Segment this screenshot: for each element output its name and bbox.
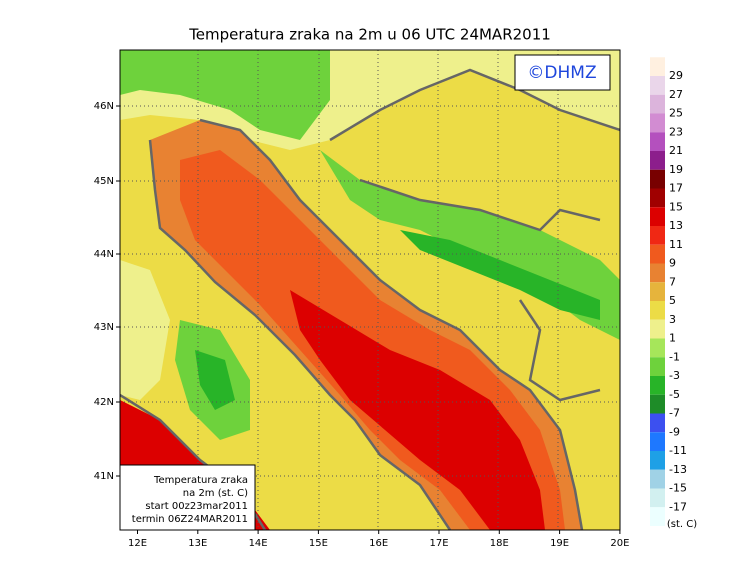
colorbar-label: 25 [669,107,683,120]
lon-label: 13E [188,538,207,549]
lon-label: 15E [309,538,328,549]
colorbar-label: 21 [669,144,683,157]
lon-label: 17E [429,538,448,549]
colorbar-box [650,57,665,76]
lon-label: 19E [550,538,569,549]
colorbar-label: 15 [669,200,683,213]
colorbar-label: 19 [669,163,683,176]
colorbar-label: -1 [669,350,680,363]
colorbar-box [650,319,665,339]
lon-label: 14E [249,538,268,549]
copyright-box [514,54,611,91]
colorbar-label: 29 [669,69,683,82]
colorbar-label: -5 [669,388,680,401]
colorbar-label: -11 [669,444,687,457]
colorbar-box [650,207,665,226]
colorbar-box [650,76,665,95]
lat-label: 45N [94,176,114,187]
colorbar-box [650,432,665,451]
colorbar-box [650,413,665,433]
lon-label: 20E [610,538,629,549]
lon-label: 16E [369,538,388,549]
colorbar-label: 13 [669,219,683,232]
map-frame [119,49,621,531]
colorbar-box [650,282,665,301]
lat-label: 46N [94,101,114,112]
map-title: Temperatura zraka na 2m u 06 UTC 24MAR20… [188,26,551,44]
colorbar-box [650,188,665,208]
colorbar-unit: (st. C) [667,519,697,530]
temperature-field [120,50,620,530]
info-line: termin 06Z24MAR2011 [132,514,248,525]
colorbar-label: -15 [669,482,687,495]
colorbar-label: 5 [669,294,676,307]
copyright: ©DHMZ [527,63,596,83]
colorbar-label: -17 [669,500,687,513]
colorbar-box [650,151,665,170]
colorbar: 29 27 25 23 21 19 17 15 13 11 9 7 5 3 1 -1 -3 -5 -7 -9 -11 -1… [650,57,697,530]
colorbar-box [650,94,665,114]
colorbar-box [650,263,665,283]
colorbar-label: 17 [669,182,683,195]
info-box [119,464,256,531]
colorbar-box [650,469,665,489]
colorbar-label: 11 [669,238,683,251]
colorbar-label: 3 [669,313,676,326]
lat-label: 42N [94,397,114,408]
colorbar-box [650,507,665,526]
coastline [120,68,620,530]
colorbar-label: -13 [669,463,687,476]
graticule [120,50,620,530]
info-line: start 00z23mar2011 [145,501,248,512]
colorbar-label: -9 [669,425,680,438]
colorbar-label: 1 [669,332,676,345]
colorbar-box [650,113,665,133]
colorbar-box [650,132,665,151]
lon-label: 12E [128,538,147,549]
colorbar-box [650,226,665,245]
colorbar-box [650,357,665,376]
colorbar-box [650,376,665,395]
colorbar-box [650,488,665,508]
colorbar-box [650,244,665,264]
lat-label: 41N [94,471,114,482]
colorbar-label: 27 [669,88,683,101]
colorbar-label: 23 [669,125,683,138]
axes: 46N 45N 44N 43N 42N 41N 12E 13E 14E 15E 16E 17E 18E 1… [94,101,630,549]
lon-label: 18E [490,538,509,549]
colorbar-box [650,394,665,414]
colorbar-box [650,451,665,470]
info-line: Temperatura zraka [153,475,248,486]
info-text: Temperatura zraka na 2m (st. C) start 00z2… [132,475,248,525]
colorbar-label: 9 [669,257,676,270]
info-line: na 2m (st. C) [183,488,248,499]
colorbar-box [650,301,665,320]
colorbar-label: 7 [669,275,676,288]
lat-label: 44N [94,249,114,260]
colorbar-box [650,338,665,358]
colorbar-label: -3 [669,369,680,382]
colorbar-box [650,169,665,189]
lat-label: 43N [94,322,114,333]
colorbar-label: -7 [669,407,680,420]
